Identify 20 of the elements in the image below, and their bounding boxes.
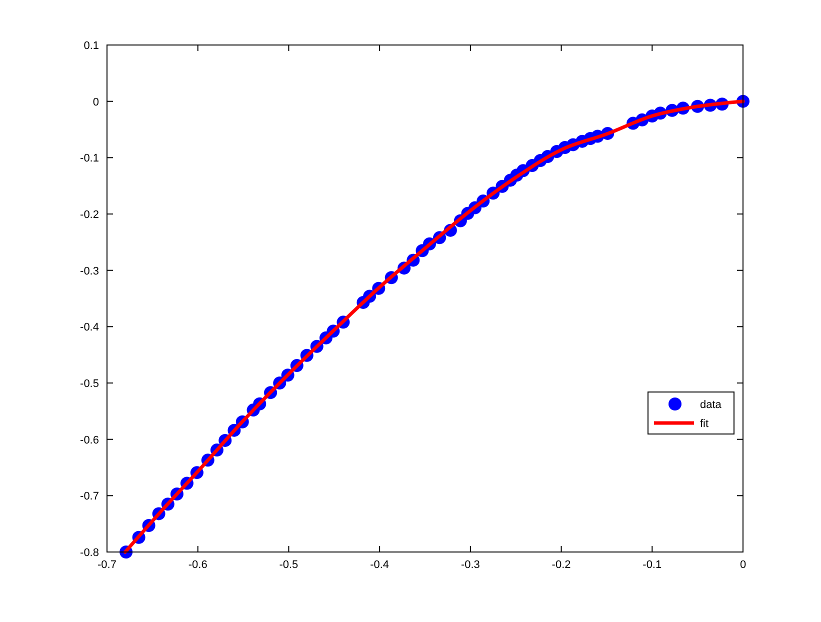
x-tick-label: -0.5 (279, 559, 298, 571)
y-tick-label: 0.1 (84, 40, 99, 52)
y-tick-label: -0.7 (80, 490, 99, 503)
x-tick-label: -0.2 (552, 559, 571, 571)
legend-label: fit (700, 418, 709, 430)
y-tick-label: -0.6 (80, 434, 99, 446)
x-tick-label: -0.1 (642, 559, 662, 571)
y-tick-label: -0.1 (80, 152, 99, 165)
legend-label: data (700, 399, 722, 411)
x-tick-label: -0.3 (460, 559, 480, 571)
y-tick-label: -0.2 (80, 209, 99, 221)
x-tick-label: 0 (740, 559, 746, 571)
y-tick-label: -0.5 (80, 378, 99, 390)
y-tick-label: -0.4 (80, 322, 99, 334)
x-tick-label: -0.6 (188, 559, 208, 571)
y-tick-label: -0.3 (80, 265, 99, 278)
x-tick-label: -0.4 (370, 559, 390, 571)
x-tick-label: -0.7 (98, 559, 116, 571)
y-tick-label: -0.8 (80, 547, 99, 559)
y-tick-label: 0 (92, 96, 99, 108)
